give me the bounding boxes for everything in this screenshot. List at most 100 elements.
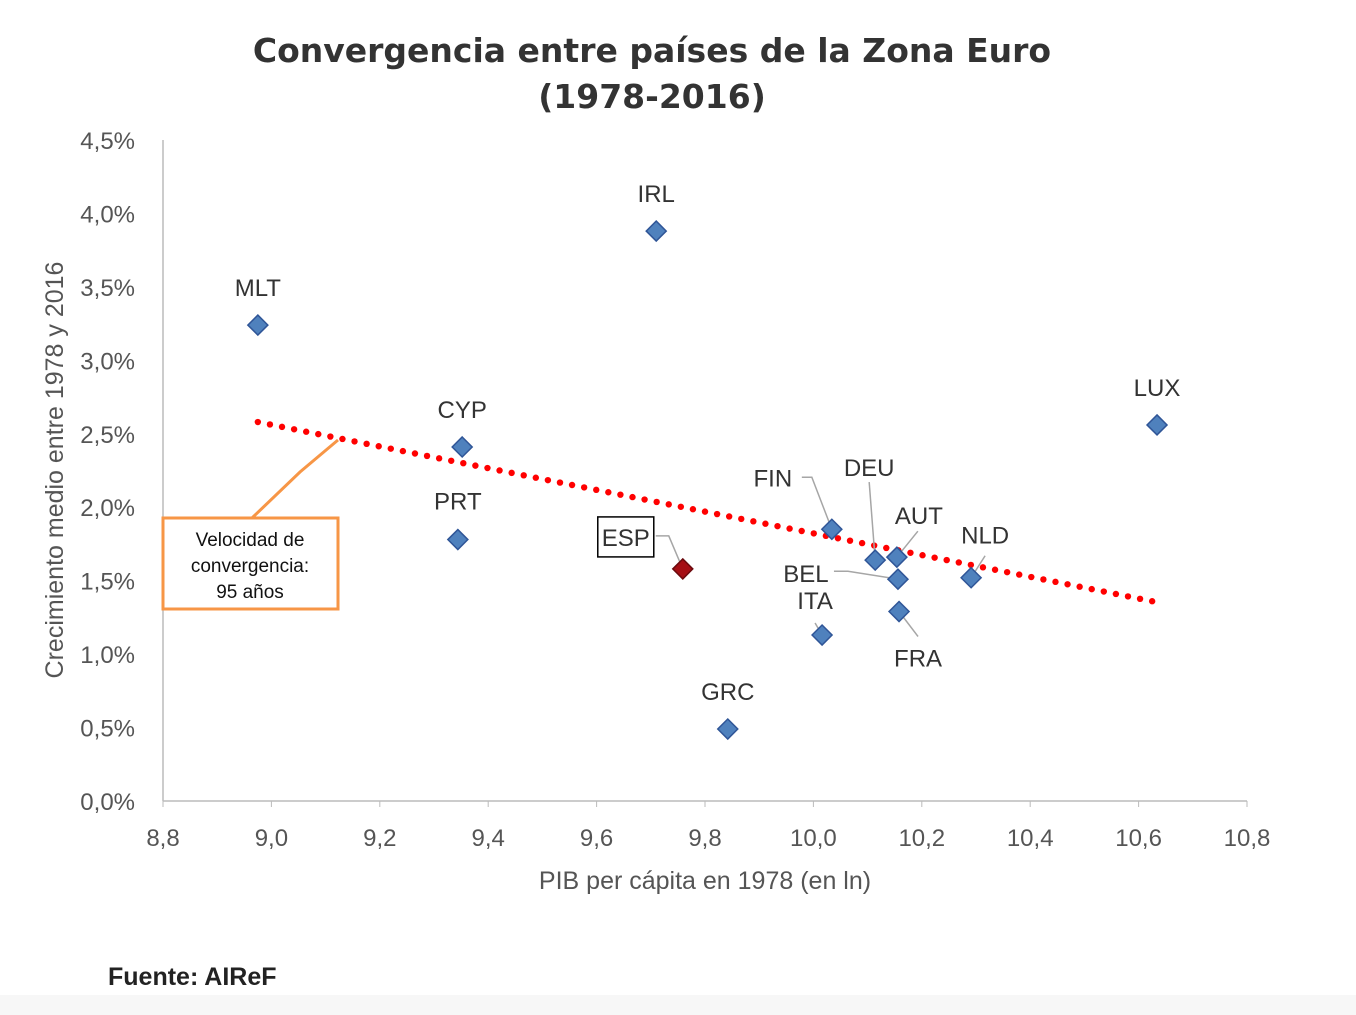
trendline-dot [484, 464, 491, 472]
data-label: DEU [844, 455, 895, 482]
annotation: Velocidad de convergencia: 95 años [161, 438, 340, 611]
data-label: PRT [434, 489, 482, 516]
x-axis-label: PIB per cápita en 1978 (en ln) [539, 867, 871, 895]
trendline-dot [472, 462, 479, 469]
data-point-mlt [246, 314, 269, 337]
trendline-dot [907, 549, 914, 556]
data-label: GRC [701, 679, 754, 706]
x-tick-label: 10,0 [790, 825, 837, 852]
data-label: LUX [1134, 375, 1181, 402]
trendline-dot [435, 455, 443, 462]
trendline-dot [568, 481, 576, 489]
data-label: ITA [797, 588, 833, 615]
trendline-dot [1016, 571, 1023, 578]
source-note: Fuente: AIReF [108, 963, 277, 991]
trendline-dot [677, 503, 685, 510]
data-point-fra [887, 600, 911, 623]
leader-line [833, 570, 899, 580]
trendline-dot [315, 430, 322, 438]
annotation-leader [250, 438, 339, 520]
trendline-dot [955, 559, 962, 566]
data-label: IRL [638, 181, 675, 208]
data-point-cyp [451, 435, 474, 459]
trendline-dot [580, 484, 588, 491]
data-point-esp [671, 557, 694, 580]
trendline-dot [423, 452, 431, 460]
trendline-dot [1124, 593, 1132, 600]
trendline-dot [762, 520, 769, 527]
trendline-dot [834, 535, 842, 542]
trendline-dot [496, 467, 503, 474]
trendline-dot [278, 423, 286, 431]
y-tick-label: 4,0% [80, 201, 135, 228]
trendline-dot [327, 433, 334, 440]
trendline-dot [641, 496, 648, 503]
trendline-dot [689, 506, 697, 513]
annotation-line: Velocidad de [196, 530, 305, 551]
data-label: MLT [235, 275, 282, 302]
trendline-dot [665, 501, 672, 508]
data-point-lux [1145, 413, 1169, 437]
x-tick-label: 9,8 [688, 825, 721, 852]
chart-subtitle: (1978-2016) [538, 77, 766, 116]
trendline-dot [339, 435, 346, 443]
trendline-dot [387, 445, 394, 452]
trendline-dot [399, 447, 407, 455]
leader-line [801, 476, 833, 530]
chart-title: Convergencia entre países de la Zona Eur… [253, 31, 1051, 70]
trendline-dot [774, 522, 781, 530]
trendline-dot [375, 443, 382, 450]
trendline-dot [810, 530, 817, 537]
trendline-dot [858, 539, 866, 547]
y-tick-label: 3,0% [80, 348, 135, 375]
trendline-dot [1148, 598, 1156, 605]
x-tick-label: 9,2 [363, 825, 396, 852]
trendline-dot [931, 554, 938, 561]
trendline-dot [1088, 585, 1095, 593]
trendline-dot [991, 566, 999, 573]
trendline-dot [750, 518, 757, 525]
trendline-dot [1003, 568, 1011, 576]
trendline-dot [605, 489, 612, 496]
trendline-dot [363, 440, 370, 448]
data-label: BEL [783, 561, 828, 588]
trendline-dot [967, 561, 975, 569]
data-point-grc [716, 717, 739, 741]
trendline-dot [1028, 573, 1035, 581]
trendline-dot [943, 556, 950, 564]
annotation-line: convergencia: [191, 556, 309, 577]
y-tick-label: 0,5% [80, 716, 135, 743]
y-tick-label: 1,0% [80, 642, 135, 669]
y-tick-label: 2,5% [80, 422, 135, 449]
x-tick-label: 10,4 [1007, 825, 1054, 852]
data-label: FIN [753, 465, 792, 492]
trendline-dot [254, 418, 262, 426]
annotation-line: 95 años [216, 582, 284, 603]
trendline-dot [846, 537, 854, 544]
data-point-irl [645, 220, 668, 243]
data-point-aut [885, 546, 908, 569]
trendline-dot [508, 469, 515, 477]
trendline-dot [556, 479, 564, 486]
trendline-dot [701, 508, 709, 515]
trendline-dot [1100, 588, 1108, 595]
trendline-dot [617, 491, 624, 498]
y-tick-label: 1,5% [80, 569, 135, 596]
data-point-ita [811, 623, 834, 647]
trendline-dot [738, 515, 745, 523]
trendline-dot [1136, 595, 1144, 603]
data-point-nld [960, 566, 983, 589]
trendline-dot [919, 552, 926, 559]
trendline-dot [786, 525, 793, 532]
data-label: CYP [438, 397, 487, 424]
label-box [597, 516, 655, 558]
trendline-dot [1064, 581, 1071, 588]
data-point-deu [864, 549, 887, 572]
trendline-dot [798, 527, 805, 535]
trendline-dot [544, 476, 552, 484]
trendline-dot [713, 510, 721, 518]
x-tick-label: 9,6 [580, 825, 613, 852]
x-tick-label: 10,8 [1224, 825, 1271, 852]
data-point-fin [820, 518, 843, 541]
